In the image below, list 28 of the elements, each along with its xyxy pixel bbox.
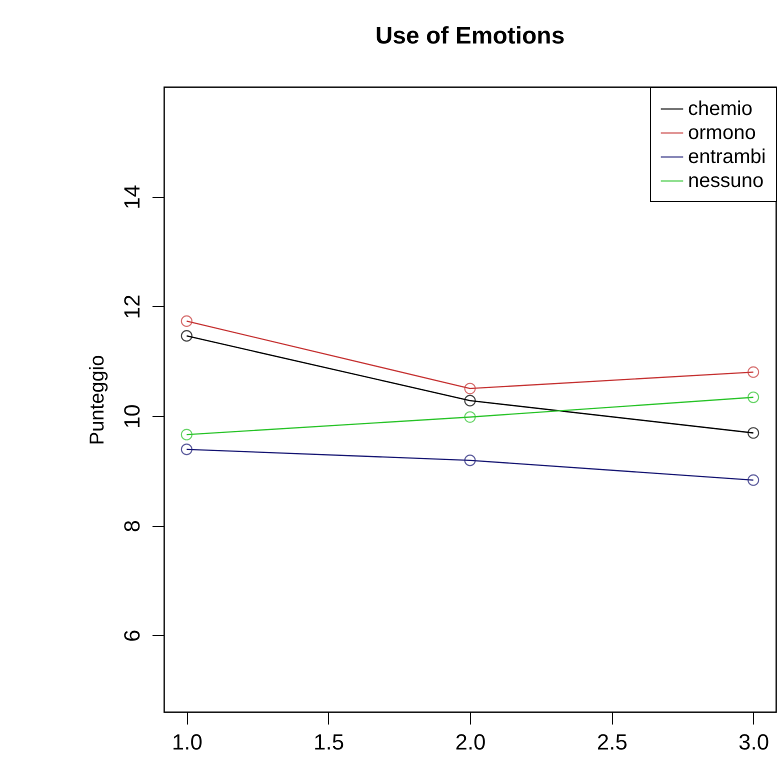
x-tick-label: 2.0 [455,730,486,754]
x-tick-label: 3.0 [738,730,770,754]
point [180,444,193,456]
y-tick-label: 8 [120,520,144,532]
x-tick-label: 1.0 [172,730,202,754]
y-tick-label: 14 [120,184,144,210]
legend-label: nessuno [688,170,764,192]
chart-title: Use of Emotions [375,22,565,50]
y-tick-label: 12 [120,294,144,320]
point [747,427,760,439]
point [464,382,476,394]
legend-label: entrambi [688,146,766,168]
x-tick-label: 1.5 [314,730,344,754]
point [747,474,760,486]
x-tick-label: 2.5 [596,730,628,754]
point [180,315,193,327]
point [464,394,476,406]
legend-label: chemio [688,98,752,120]
point [464,454,476,466]
point [747,391,760,404]
point [747,366,760,378]
legend-label: ormono [688,122,756,144]
y-tick-label: 6 [120,630,144,642]
point [180,428,193,440]
point [180,330,193,342]
point [464,411,476,423]
y-axis-title: Punteggio [86,354,108,446]
y-tick-label: 10 [120,404,144,429]
